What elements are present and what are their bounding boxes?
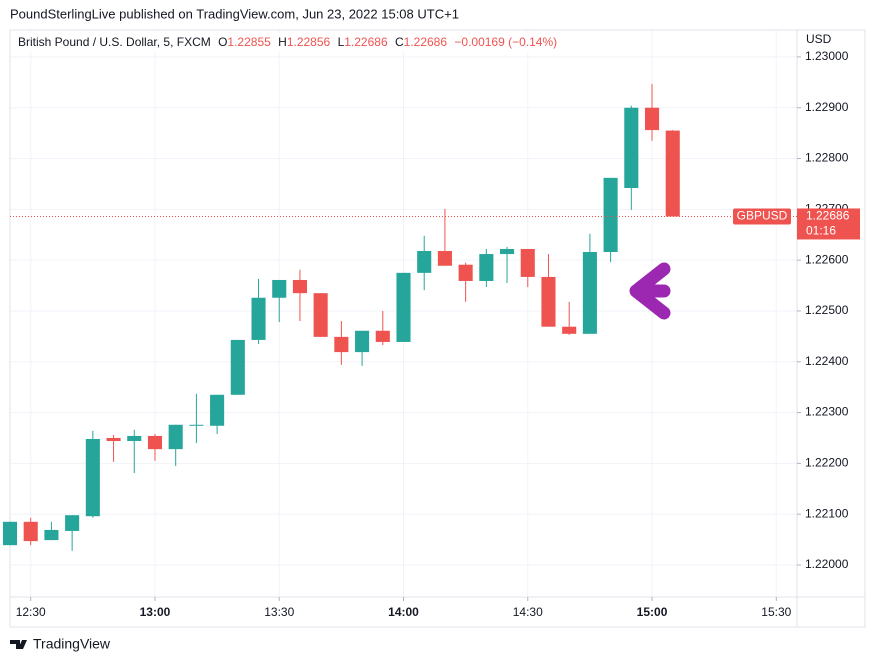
y-tick-label: 1.22100 <box>805 506 849 520</box>
x-tick-label: 13:30 <box>264 605 294 619</box>
y-axis-label: USD <box>806 32 832 46</box>
candle-body <box>189 424 204 426</box>
legend-label: L <box>338 35 345 49</box>
legend-value: 1.22856 <box>287 35 331 49</box>
legend-label: O <box>218 35 227 49</box>
candle-body <box>313 293 328 337</box>
header: PoundSterlingLive published on TradingVi… <box>10 6 459 21</box>
candle-body <box>417 251 432 273</box>
candle-body <box>396 272 411 342</box>
y-tick-label: 1.22300 <box>805 405 849 419</box>
y-tick-label: 1.22900 <box>805 100 849 114</box>
symbol-tag <box>733 208 791 225</box>
legend-label: C <box>395 35 404 49</box>
legend-bg <box>14 33 584 53</box>
candle-body <box>334 336 349 353</box>
legend-value: 1.22855 <box>227 35 271 49</box>
price-tag <box>797 208 860 240</box>
candle-body <box>2 521 18 546</box>
tradingview-logo: TradingView <box>10 636 111 652</box>
y-tick-label: 1.22500 <box>805 303 849 317</box>
candle-body <box>603 177 618 253</box>
symbol-title: British Pound / U.S. Dollar, 5, FXCM <box>18 35 211 49</box>
candle-body <box>437 251 452 266</box>
y-tick-label: 1.23000 <box>805 49 849 63</box>
x-tick-label: 15:00 <box>637 605 668 619</box>
candle-body <box>106 437 121 442</box>
price-tag-countdown: 01:16 <box>806 224 836 238</box>
candle-body <box>210 394 225 426</box>
y-tick-label: 1.22000 <box>805 557 849 571</box>
x-tick-label: 14:30 <box>513 605 543 619</box>
price-tag-value: 1.22686 <box>806 209 850 223</box>
candle-body <box>127 435 142 442</box>
legend-label: H <box>278 35 287 49</box>
x-tick-label: 12:30 <box>16 605 46 619</box>
arrow-annotation <box>629 262 671 320</box>
y-tick-label: 1.22600 <box>805 252 849 266</box>
legend-value: 1.22686 <box>404 35 448 49</box>
candle-body <box>500 248 515 255</box>
footer: TradingView <box>33 636 111 652</box>
candle-body <box>147 435 163 450</box>
candle-body <box>272 279 287 298</box>
candle-body <box>541 276 556 327</box>
candle-body <box>582 252 597 334</box>
candle-body <box>624 107 639 189</box>
candle-body <box>230 339 245 395</box>
candle-body <box>644 107 660 131</box>
legend-value: 1.22686 <box>344 35 388 49</box>
y-tick-label: 1.22800 <box>805 151 849 165</box>
y-tick-label: 1.22200 <box>805 456 849 470</box>
candle-body <box>85 438 100 517</box>
plot <box>2 83 797 551</box>
candle-body <box>458 264 473 281</box>
candle-body <box>355 330 370 353</box>
candle-body <box>292 279 307 294</box>
symbol-tag-text: GBPUSD <box>737 209 788 223</box>
candle-body <box>251 297 266 340</box>
x-tick-label: 13:00 <box>140 605 171 619</box>
x-tick-label: 15:30 <box>761 605 791 619</box>
candle-body <box>168 424 183 450</box>
candle-body <box>479 254 494 281</box>
candle-body <box>520 248 535 277</box>
candle-body <box>375 330 390 342</box>
candle-body <box>23 521 38 542</box>
x-tick-label: 14:00 <box>388 605 419 619</box>
legend: British Pound / U.S. Dollar, 5, FXCM O1.… <box>18 35 557 49</box>
y-tick-label: 1.22400 <box>805 354 849 368</box>
candle-body <box>665 130 680 217</box>
frame <box>9 29 866 628</box>
candle-body <box>562 326 577 334</box>
legend-change: −0.00169 (−0.14%) <box>454 35 557 49</box>
candle-body <box>44 529 59 541</box>
candle-body <box>65 515 80 531</box>
